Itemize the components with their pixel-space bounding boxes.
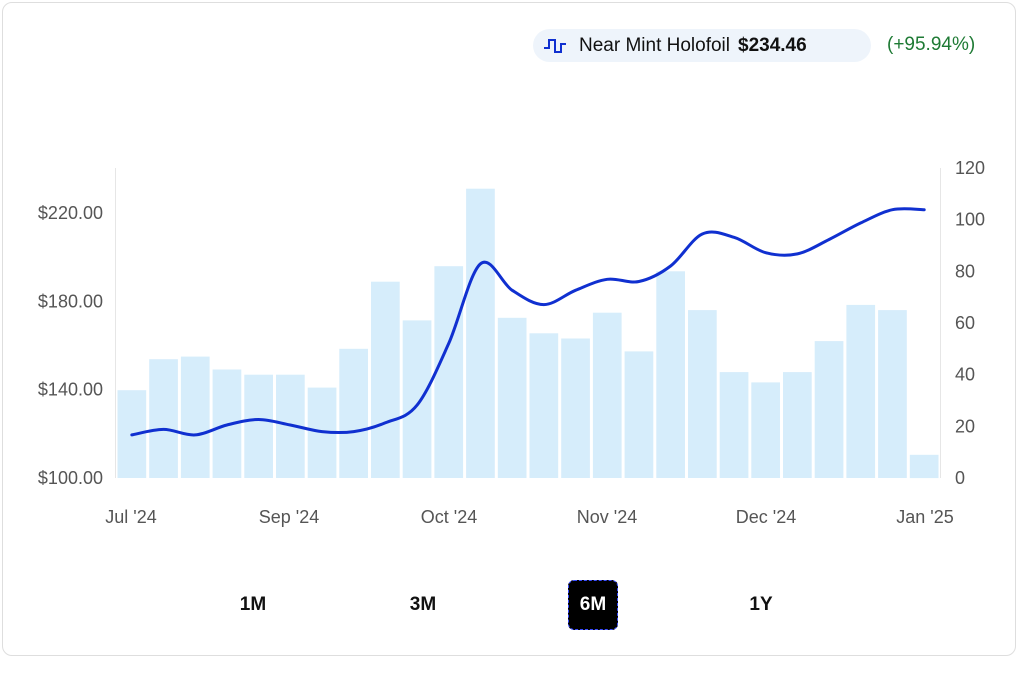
x-axis-tick-label: Nov '24 xyxy=(577,507,637,527)
price-line xyxy=(130,207,926,437)
volume-bar xyxy=(434,266,464,478)
volume-bar xyxy=(719,372,749,478)
left-axis-tick-label: $100.00 xyxy=(38,468,103,488)
volume-bar xyxy=(402,320,432,478)
x-axis-tick-label: Jan '25 xyxy=(896,507,953,527)
left-axis-tick-label: $220.00 xyxy=(38,203,103,223)
volume-bar xyxy=(529,333,559,478)
range-button-1y[interactable]: 1Y xyxy=(749,594,773,615)
left-axis-tick-label: $140.00 xyxy=(38,380,103,400)
volume-bar xyxy=(624,351,654,478)
x-axis-tick-label: Sep '24 xyxy=(259,507,320,527)
volume-bar xyxy=(878,310,907,478)
volume-bar xyxy=(371,281,400,478)
range-button-3m[interactable]: 3M xyxy=(409,594,437,615)
volume-bar xyxy=(909,454,939,479)
range-button-6m[interactable]: 6M xyxy=(568,580,618,630)
right-axis-tick-label: 80 xyxy=(955,261,975,281)
x-axis-tick-label: Jul '24 xyxy=(105,507,156,527)
step-line-icon xyxy=(543,36,569,56)
right-axis-tick-label: 40 xyxy=(955,365,975,385)
volume-bar xyxy=(846,304,876,478)
volume-bar xyxy=(339,348,368,478)
price-change: (+95.94%) xyxy=(887,34,976,55)
volume-bars xyxy=(117,188,939,479)
volume-bar xyxy=(466,188,495,478)
right-axis-tick-label: 60 xyxy=(955,313,975,333)
volume-bar xyxy=(751,382,780,478)
price-volume-chart: $100.00 $140.00 $180.00 $220.00 0 20 40 60 80 10… xyxy=(38,158,985,527)
volume-bar xyxy=(688,310,717,478)
left-axis-ticks: $100.00 $140.00 $180.00 $220.00 xyxy=(38,203,103,488)
right-axis-ticks: 0 20 40 60 80 100 120 xyxy=(955,158,985,488)
range-selector: 1M 3M 6M 1Y xyxy=(0,580,1024,632)
condition-label: Near Mint Holofoil xyxy=(579,34,730,56)
volume-bar xyxy=(180,356,210,478)
volume-bar xyxy=(561,338,590,478)
range-button-1m[interactable]: 1M xyxy=(239,594,267,615)
volume-bar xyxy=(149,359,178,478)
right-axis-tick-label: 120 xyxy=(955,158,985,178)
right-axis-tick-label: 20 xyxy=(955,416,975,436)
x-axis-tick-label: Dec '24 xyxy=(736,507,796,527)
volume-bar xyxy=(814,341,844,478)
x-axis-ticks: Jul '24 Sep '24 Oct '24 Nov '24 Dec '24 Jan '… xyxy=(105,507,953,527)
volume-bar xyxy=(497,317,527,478)
x-axis-tick-label: Oct '24 xyxy=(421,507,477,527)
left-axis-tick-label: $180.00 xyxy=(38,291,103,311)
volume-bar xyxy=(783,372,812,478)
condition-price-pill: Near Mint Holofoil $234.46 xyxy=(533,29,871,62)
volume-bar xyxy=(656,271,685,478)
right-axis-tick-label: 100 xyxy=(955,210,985,230)
right-axis-tick-label: 0 xyxy=(955,468,965,488)
current-price: $234.46 xyxy=(738,34,807,56)
volume-bar xyxy=(592,312,622,478)
volume-bar xyxy=(244,374,273,478)
